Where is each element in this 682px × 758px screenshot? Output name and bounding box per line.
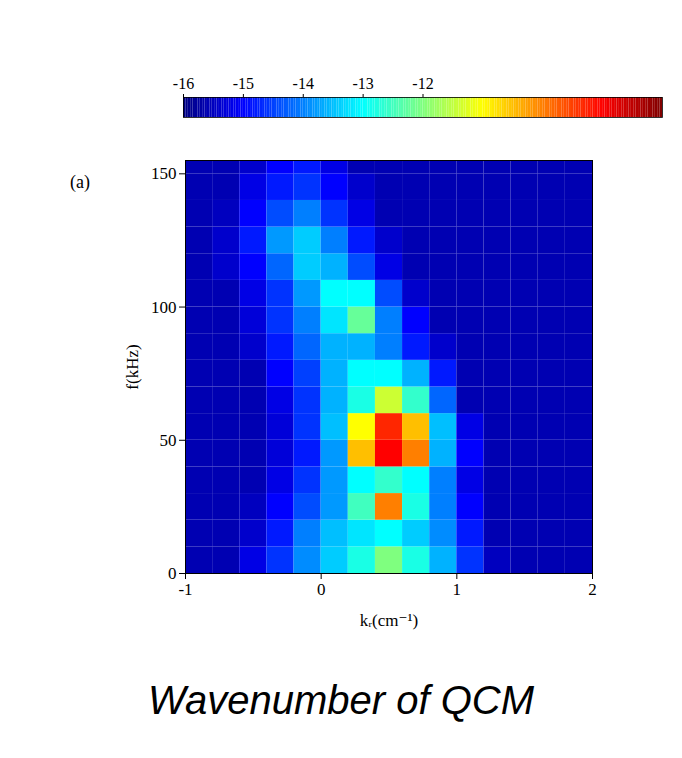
html-text:(a): (a) bbox=[70, 172, 90, 192]
svg-text:150: 150 bbox=[151, 164, 177, 183]
svg-text:kᵣ(cm⁻¹): kᵣ(cm⁻¹) bbox=[360, 611, 419, 630]
svg-text:-12: -12 bbox=[412, 75, 433, 92]
svg-text:-16: -16 bbox=[173, 75, 194, 92]
svg-text:1: 1 bbox=[453, 580, 462, 599]
html-text:Wavenumber of QCM: Wavenumber of QCM bbox=[148, 678, 534, 722]
svg-text:-1: -1 bbox=[178, 580, 192, 599]
svg-text:2: 2 bbox=[588, 580, 597, 599]
svg-text:-13: -13 bbox=[352, 75, 373, 92]
svg-text:0: 0 bbox=[317, 580, 326, 599]
svg-text:-15: -15 bbox=[233, 75, 254, 92]
svg-text:100: 100 bbox=[151, 297, 177, 316]
svg-text:-14: -14 bbox=[293, 75, 314, 92]
svg-text:f(kHz): f(kHz) bbox=[123, 344, 142, 389]
svg-text:50: 50 bbox=[160, 431, 177, 450]
svg-text:0: 0 bbox=[168, 564, 177, 583]
